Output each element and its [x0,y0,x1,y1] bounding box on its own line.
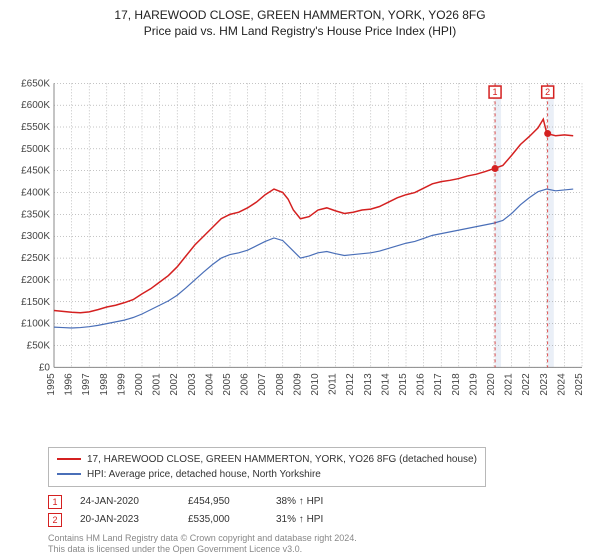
chart-container: 17, HAREWOOD CLOSE, GREEN HAMMERTON, YOR… [0,0,600,560]
svg-text:2021: 2021 [504,373,515,396]
svg-text:2001: 2001 [152,373,163,396]
legend-label: HPI: Average price, detached house, Nort… [87,467,321,482]
svg-text:£250K: £250K [21,253,50,264]
footer: Contains HM Land Registry data © Crown c… [48,533,588,556]
sales-table: 1 24-JAN-2020 £454,950 38% ↑ HPI 2 20-JAN-202… [48,493,588,529]
svg-text:£150K: £150K [21,297,50,308]
svg-text:1996: 1996 [64,373,75,396]
legend-label: 17, HAREWOOD CLOSE, GREEN HAMMERTON, YOR… [87,452,477,467]
svg-text:2011: 2011 [328,373,339,395]
svg-text:2013: 2013 [363,373,374,396]
svg-text:2012: 2012 [345,373,356,396]
title-sub: Price paid vs. HM Land Registry's House … [12,24,588,38]
svg-text:£300K: £300K [21,231,50,242]
legend-box: 17, HAREWOOD CLOSE, GREEN HAMMERTON, YOR… [48,447,486,487]
svg-text:2006: 2006 [240,373,251,396]
svg-text:£500K: £500K [21,144,50,155]
sales-row: 1 24-JAN-2020 £454,950 38% ↑ HPI [48,493,588,511]
sale-pct: 31% ↑ HPI [276,511,356,529]
svg-text:2018: 2018 [451,373,462,396]
svg-text:£200K: £200K [21,275,50,286]
legend-row: 17, HAREWOOD CLOSE, GREEN HAMMERTON, YOR… [57,452,477,467]
svg-text:£550K: £550K [21,122,50,133]
svg-text:2004: 2004 [204,373,215,396]
sale-price: £454,950 [188,493,258,511]
svg-text:£400K: £400K [21,188,50,199]
svg-text:2: 2 [545,87,550,97]
svg-text:1999: 1999 [116,373,127,396]
legend-swatch [57,458,81,460]
svg-text:2016: 2016 [416,373,427,396]
sale-pct: 38% ↑ HPI [276,493,356,511]
svg-text:£100K: £100K [21,319,50,330]
footer-line-1: Contains HM Land Registry data © Crown c… [48,533,588,545]
svg-text:1998: 1998 [99,373,110,396]
sale-marker-icon: 1 [48,495,62,509]
svg-text:1995: 1995 [46,373,57,396]
svg-text:2014: 2014 [380,373,391,396]
svg-text:£600K: £600K [21,100,50,111]
svg-text:2015: 2015 [398,373,409,396]
svg-text:£650K: £650K [21,78,50,89]
sale-price: £535,000 [188,511,258,529]
chart-svg: £0 £50K £100K £150K £200K £250K £300K £350K £400… [12,44,588,441]
svg-text:2020: 2020 [486,373,497,396]
svg-text:2022: 2022 [521,373,532,396]
svg-text:2000: 2000 [134,373,145,396]
sale-date: 24-JAN-2020 [80,493,170,511]
svg-text:2003: 2003 [187,373,198,396]
sale-date: 20-JAN-2023 [80,511,170,529]
svg-text:1: 1 [493,87,498,97]
svg-text:2005: 2005 [222,373,233,396]
svg-text:£450K: £450K [21,166,50,177]
svg-text:2002: 2002 [169,373,180,396]
sale-marker-icon: 2 [48,513,62,527]
svg-text:1997: 1997 [81,373,92,396]
sales-row: 2 20-JAN-2023 £535,000 31% ↑ HPI [48,511,588,529]
footer-line-2: This data is licensed under the Open Gov… [48,544,588,556]
svg-text:£0: £0 [39,362,51,373]
svg-text:2024: 2024 [556,373,567,396]
svg-text:2023: 2023 [539,373,550,396]
svg-text:2017: 2017 [433,373,444,396]
legend-row: HPI: Average price, detached house, Nort… [57,467,477,482]
svg-text:2008: 2008 [275,373,286,396]
svg-text:£50K: £50K [27,340,51,351]
svg-text:2009: 2009 [292,373,303,396]
svg-text:2007: 2007 [257,373,268,396]
svg-text:2019: 2019 [468,373,479,396]
title-main: 17, HAREWOOD CLOSE, GREEN HAMMERTON, YOR… [12,8,588,22]
legend-swatch [57,473,81,475]
svg-text:2025: 2025 [574,373,585,396]
svg-text:£350K: £350K [21,209,50,220]
chart-area: £0 £50K £100K £150K £200K £250K £300K £350K £400… [12,44,588,441]
title-block: 17, HAREWOOD CLOSE, GREEN HAMMERTON, YOR… [12,8,588,38]
svg-text:2010: 2010 [310,373,321,396]
